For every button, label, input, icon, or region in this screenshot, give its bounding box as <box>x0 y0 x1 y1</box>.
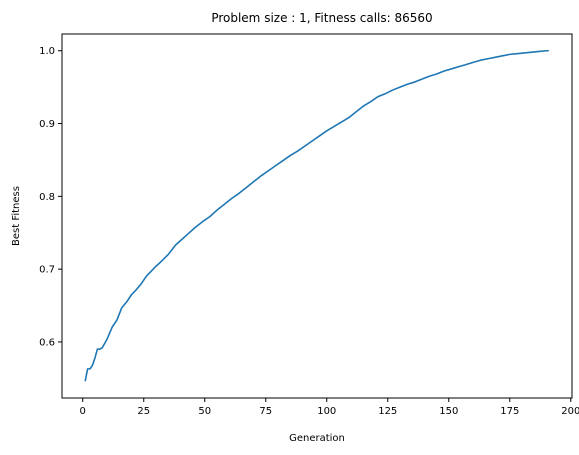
x-tick-label: 100 <box>317 406 336 417</box>
x-tick-label: 125 <box>378 406 397 417</box>
y-tick-label: 1.0 <box>39 46 55 57</box>
x-axis-ticks: 0 25 50 75 100 125 150 175 200 <box>80 398 579 417</box>
x-tick-label: 200 <box>561 406 579 417</box>
y-axis-label: Best Fitness <box>11 186 22 246</box>
y-tick-label: 0.8 <box>39 192 55 203</box>
best-fitness-line <box>84 49 549 382</box>
y-tick-label: 0.6 <box>39 337 55 348</box>
y-tick-label: 0.7 <box>39 265 55 276</box>
y-axis-ticks: 0.6 0.7 0.8 0.9 1.0 <box>39 46 62 348</box>
x-tick-label: 75 <box>259 406 272 417</box>
x-tick-label: 50 <box>198 406 211 417</box>
x-tick-label: 175 <box>500 406 519 417</box>
x-tick-label: 150 <box>439 406 458 417</box>
x-tick-label: 25 <box>137 406 150 417</box>
x-tick-label: 0 <box>80 406 86 417</box>
plot-area-frame <box>61 33 573 399</box>
chart-title: Problem size : 1, Fitness calls: 86560 <box>211 11 432 25</box>
x-axis-label: Generation <box>289 433 345 444</box>
y-tick-label: 0.9 <box>39 119 55 130</box>
